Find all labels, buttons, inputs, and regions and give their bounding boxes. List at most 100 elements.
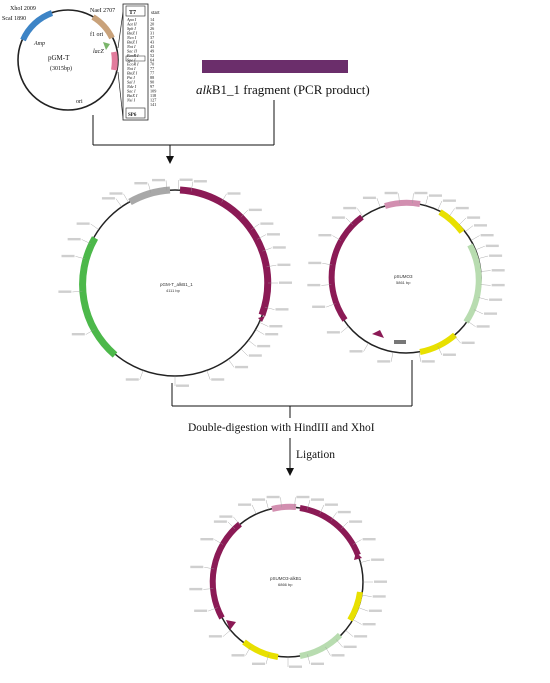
restriction-site-label-mark <box>318 234 332 237</box>
amp-label: Amp <box>33 41 45 47</box>
restriction-site-tick <box>467 320 476 327</box>
restriction-site-label-mark <box>331 654 345 657</box>
restriction-site-label-mark <box>362 196 376 200</box>
ori-label: ori <box>76 99 83 105</box>
restriction-site-tick <box>412 193 414 204</box>
restriction-site-label-mark <box>310 498 324 501</box>
t7-label: T7 <box>129 10 136 16</box>
pgmt-name: pGM-T <box>48 54 70 62</box>
restriction-site-tick <box>478 255 489 259</box>
restriction-site-tick <box>165 180 168 191</box>
mcs-site-position: 64 <box>150 57 155 62</box>
restriction-site-tick <box>262 247 272 252</box>
final-alkb1-arrowhead <box>354 552 362 560</box>
lacz-label: lacZ <box>93 49 104 55</box>
mcs-site-position: 77 <box>150 66 154 71</box>
final-site-ticks <box>189 495 387 668</box>
restriction-site-label-mark <box>296 495 310 499</box>
digest-step-label: Double-digestion with HindIII and XhoI <box>188 422 375 434</box>
mcs-site-position: 88 <box>150 75 154 80</box>
sp6-box <box>125 107 146 119</box>
restriction-site-tick <box>478 297 489 301</box>
restriction-site-label-mark <box>227 192 241 195</box>
mcs-site-position: 49 <box>150 48 154 53</box>
restriction-site-tick <box>352 619 362 625</box>
restriction-site-tick <box>345 630 354 637</box>
restriction-site-label-mark <box>152 178 166 182</box>
f1-ori-arc <box>91 14 115 40</box>
f1-ori-label: f1 ori <box>90 31 103 38</box>
mcs-site-position: 43 <box>150 44 154 49</box>
restriction-site-tick <box>358 607 368 612</box>
mcs-site-position: 14 <box>150 17 155 22</box>
mcs-rows: Apa I 14 Aat II 20 Sph I 26 BstZ I 31 Nco I 37 Bst… <box>126 17 156 107</box>
fragment-label: alkB1_1 fragment (PCR product) <box>196 82 370 97</box>
restriction-site-label-mark <box>248 354 262 357</box>
scai-site-label: ScaI 1890 <box>2 16 26 22</box>
lacz-arrow <box>103 42 110 50</box>
final-kan-arc <box>209 521 242 620</box>
restriction-site-tick <box>376 198 381 208</box>
restriction-site-tick <box>340 521 349 530</box>
fragment-label-italic: alk <box>196 82 212 97</box>
restriction-site-tick <box>265 499 269 510</box>
right-plasmid-map: pSUMO3 5861 bp <box>307 191 505 363</box>
restriction-site-label-mark <box>354 635 368 638</box>
right-site-ticks <box>307 191 505 363</box>
restriction-site-label-mark <box>489 254 503 257</box>
mcs-site-name: EcoR I <box>126 53 139 58</box>
mcs-site-name: EcoR I <box>126 62 139 67</box>
restriction-site-label-mark <box>489 298 503 301</box>
restriction-site-label-mark <box>308 261 322 265</box>
restriction-site-tick <box>221 193 227 203</box>
restriction-site-label-mark <box>324 503 338 506</box>
restriction-site-label-mark <box>362 623 376 626</box>
right-yellow-arc-top <box>438 209 465 234</box>
restriction-site-label-mark <box>219 515 233 518</box>
t7-box <box>125 5 146 17</box>
restriction-site-tick <box>352 539 362 545</box>
restriction-site-tick <box>398 193 400 204</box>
mcs-site-name: Pst I <box>126 75 135 80</box>
restriction-site-label-mark <box>484 312 498 315</box>
final-lightgreen-arc <box>299 632 343 659</box>
final-plasmid-name: pSUMO3-alkB1 <box>270 576 302 581</box>
restriction-site-label-mark <box>331 216 345 219</box>
naei-site-label: NaeI 2707 <box>90 8 115 14</box>
restriction-site-tick <box>72 290 83 293</box>
mcs-site-position: 43 <box>150 39 154 44</box>
lacz-arc <box>111 51 118 71</box>
restriction-site-label-mark <box>384 191 398 195</box>
xhoi-site-label: XhoI 2009 <box>10 6 36 12</box>
restriction-site-tick <box>228 359 235 368</box>
left-amp-arc <box>79 236 118 358</box>
restriction-site-tick <box>204 567 215 570</box>
restriction-site-tick <box>265 654 269 665</box>
restriction-site-tick <box>208 607 218 612</box>
mcs-site-name: Sac II <box>127 48 137 53</box>
mcs-site-position: 109 <box>150 89 156 94</box>
mcs-site-name: Spe I <box>127 57 136 62</box>
restriction-site-label-mark <box>414 191 428 195</box>
mcs-site-name: Not I <box>126 44 136 49</box>
restriction-site-tick <box>326 303 336 308</box>
restriction-site-tick <box>85 329 95 335</box>
restriction-site-tick <box>115 198 122 207</box>
restriction-site-tick <box>190 181 194 192</box>
mcs-site-name: Not I <box>126 66 136 71</box>
final-yellow-arc-bottom <box>242 639 279 660</box>
mcs-site-name: BstZ I <box>127 30 138 35</box>
sp6-label: SP6 <box>128 113 137 118</box>
restriction-site-tick <box>251 504 257 515</box>
restriction-site-label-mark <box>257 344 271 348</box>
restriction-site-tick <box>325 646 331 656</box>
restriction-site-label-mark <box>208 635 222 638</box>
restriction-site-tick <box>257 234 267 240</box>
restriction-site-label-mark <box>307 283 321 287</box>
restriction-site-tick <box>473 309 484 315</box>
restriction-site-label-mark <box>442 353 456 356</box>
left-gray-arc <box>128 186 171 206</box>
restriction-site-tick <box>321 284 332 286</box>
restriction-site-tick <box>139 370 144 380</box>
left-plasmid-size: 4111 bp <box>166 288 181 293</box>
